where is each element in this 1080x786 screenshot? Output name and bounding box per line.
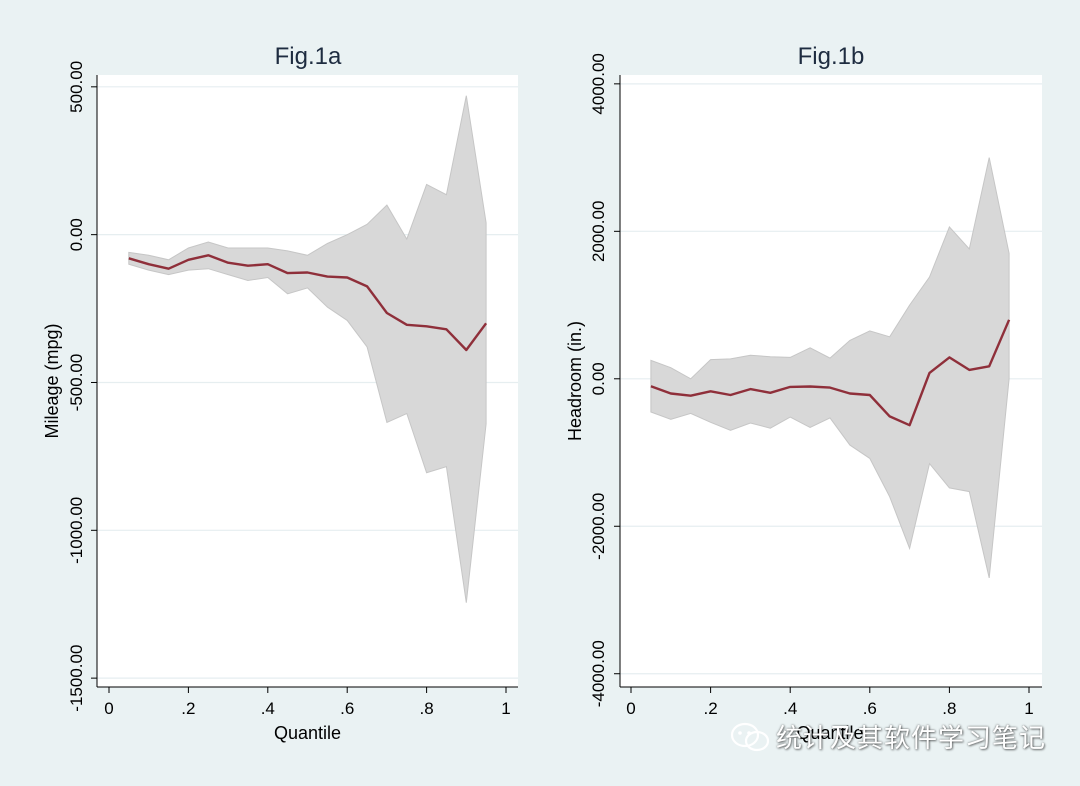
y-tick-label: 500.00 (67, 61, 86, 113)
wechat-icon (730, 722, 770, 751)
x-tick-label: 0 (104, 699, 113, 718)
panel-fig-1a: 500.00 0.00 -500.00 -1000.00 -1500.00 0 .2 .4 .6… (42, 43, 518, 743)
y-axis-label: Mileage (mpg) (42, 323, 62, 438)
x-tick-label: .8 (420, 699, 434, 718)
x-axis-label: Quantile (274, 723, 341, 743)
x-tick-label: .2 (181, 699, 195, 718)
y-tick-label: 2000.00 (589, 201, 608, 262)
y-tick-label: -500.00 (67, 354, 86, 412)
x-tick-label: .2 (704, 699, 718, 718)
x-tick-label: 1 (501, 699, 510, 718)
y-tick-label: 4000.00 (589, 53, 608, 114)
y-axis-label: Headroom (in.) (565, 321, 585, 441)
panel-fig-1b: 4000.00 2000.00 0.00 -2000.00 -4000.00 0 .2 .4.… (565, 43, 1042, 743)
x-axis-label: Quantile (796, 723, 863, 743)
y-tick-label: 0.00 (589, 362, 608, 395)
y-tick-label: 0.00 (67, 218, 86, 251)
x-tick-label: .6 (863, 699, 877, 718)
x-tick-label: .8 (942, 699, 956, 718)
watermark-text: 统计及其软件学习笔记 (776, 724, 1047, 754)
x-tick-label: .4 (783, 699, 797, 718)
watermark: 统计及其软件学习笔记 (730, 718, 1046, 755)
y-tick-label: -1500.00 (67, 645, 86, 712)
confidence-band (650, 157, 1010, 579)
x-tick-label: 0 (626, 699, 635, 718)
y-tick-label: -4000.00 (589, 640, 608, 707)
confidence-band (128, 95, 487, 603)
chart-title: Fig.1b (798, 43, 865, 70)
x-tick-label: 1 (1024, 699, 1033, 718)
y-tick-label: -1000.00 (67, 497, 86, 564)
x-tick-label: .4 (261, 699, 275, 718)
chart-title: Fig.1a (275, 43, 342, 70)
y-tick-label: -2000.00 (589, 493, 608, 560)
x-tick-label: .6 (340, 699, 354, 718)
